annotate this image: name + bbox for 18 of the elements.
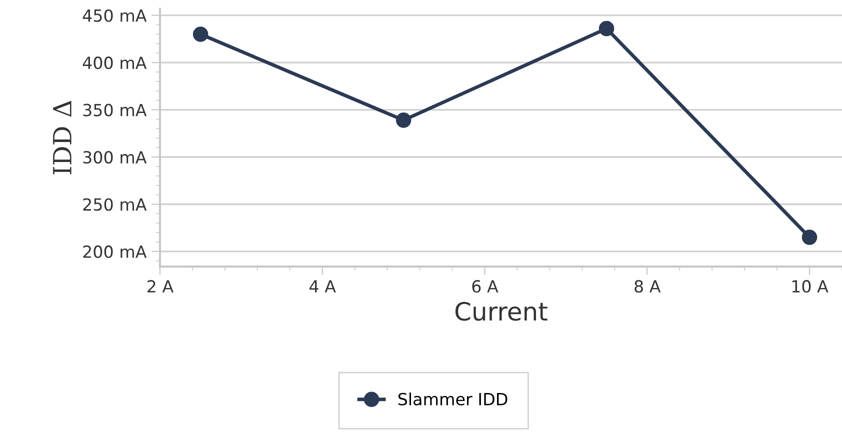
point bbox=[802, 230, 818, 245]
x-tick-label: 4 A bbox=[310, 280, 336, 292]
y-axis-title: IDD Δ bbox=[53, 100, 72, 174]
point bbox=[598, 20, 614, 36]
point bbox=[192, 26, 208, 42]
x-tick-label: 8 A bbox=[634, 280, 661, 293]
y-tick-label: 450 mA bbox=[82, 9, 147, 22]
x-tick-label: 10 A bbox=[792, 280, 828, 293]
legend-label: Slammer IDD bbox=[398, 392, 508, 406]
y-tick-label: 350 mA bbox=[83, 104, 147, 116]
y-tick-label: 400 mA bbox=[82, 56, 147, 70]
x-tick-label: 6 A bbox=[472, 280, 498, 293]
y-tick-label: 250 mA bbox=[83, 198, 147, 211]
y-tick-label: 200 mA bbox=[83, 245, 147, 258]
x-tick-label: 2 A bbox=[148, 280, 174, 292]
point bbox=[396, 112, 412, 128]
x-axis-title: Current bbox=[455, 302, 548, 321]
y-tick-label: 300 mA bbox=[83, 150, 147, 164]
